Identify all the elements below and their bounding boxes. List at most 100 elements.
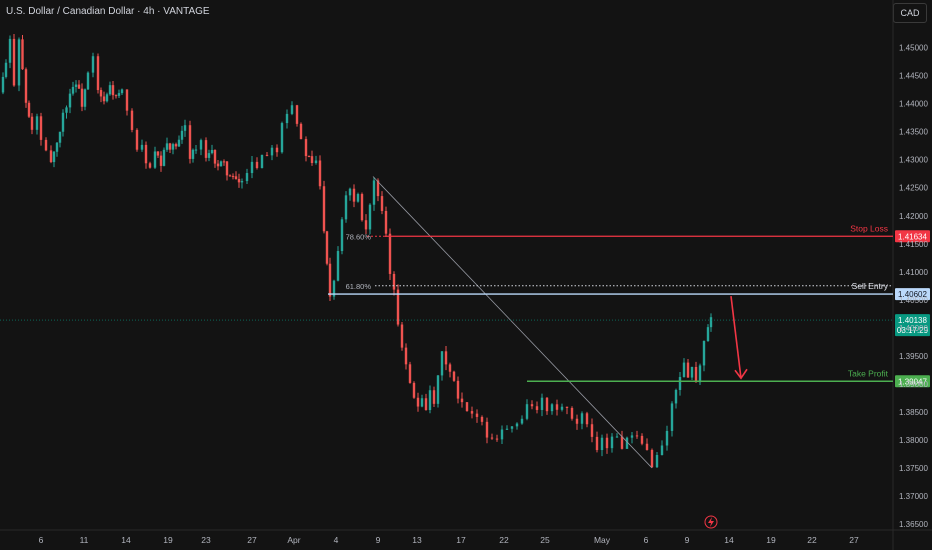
candle-body xyxy=(105,94,109,102)
x-tick-label: 25 xyxy=(540,535,550,545)
candle-body xyxy=(108,85,112,95)
candle-body xyxy=(80,88,84,107)
candle-body xyxy=(174,144,178,147)
candle-body xyxy=(348,188,352,196)
candle-body xyxy=(650,449,654,468)
candle-body xyxy=(408,364,412,383)
candle-body xyxy=(199,140,203,150)
candle-body xyxy=(432,390,436,404)
candle-body xyxy=(392,273,396,290)
sell-entry-badge-label: 1.40602 xyxy=(898,290,927,299)
candle-body xyxy=(71,86,75,94)
candle-body xyxy=(380,196,384,211)
candle-body xyxy=(452,371,456,381)
candle-body xyxy=(336,251,340,281)
x-tick-label: 6 xyxy=(39,535,44,545)
candle-body xyxy=(505,428,509,430)
candle-body xyxy=(111,85,115,96)
candle-body xyxy=(250,161,254,174)
candle-body xyxy=(96,56,100,91)
candle-body xyxy=(620,436,624,449)
candle-body xyxy=(21,39,24,70)
candle-body xyxy=(396,289,400,325)
candle-body xyxy=(640,435,644,444)
candle-body xyxy=(307,156,311,158)
candle-body xyxy=(495,438,499,440)
y-tick-label: 1.38000 xyxy=(899,436,928,445)
candle-body xyxy=(210,149,214,154)
candle-body xyxy=(83,89,87,107)
candle-body xyxy=(356,194,360,202)
candle-body xyxy=(436,375,440,404)
stop-loss-badge xyxy=(895,230,930,243)
candle-body xyxy=(310,156,314,164)
y-tick-label: 1.43000 xyxy=(899,156,928,165)
candle-body xyxy=(125,89,129,111)
candle-body xyxy=(140,144,144,150)
candle-body xyxy=(86,72,90,90)
candle-body xyxy=(655,455,659,468)
candle-body xyxy=(318,160,322,187)
candle-body xyxy=(412,382,416,398)
candle-body xyxy=(625,437,629,449)
candle-body xyxy=(490,437,494,439)
x-tick-label: May xyxy=(594,535,611,545)
x-tick-label: 13 xyxy=(412,535,422,545)
projection-arrow-head xyxy=(734,368,748,380)
stop-loss-label: Stop Loss xyxy=(850,223,888,233)
x-tick-label: Apr xyxy=(287,535,300,545)
candle-body xyxy=(645,443,649,450)
fib-618-label: 61.80% xyxy=(346,282,372,291)
x-tick-label: 11 xyxy=(80,535,89,545)
y-axis: 1.45000 1.44500 1.44000 1.43500 1.43000 1.425… xyxy=(899,44,928,529)
candle-body xyxy=(420,398,424,407)
candle-body xyxy=(480,416,484,422)
candle-body xyxy=(460,398,464,403)
candle-body xyxy=(670,403,674,431)
y-tick-label: 1.45000 xyxy=(899,44,928,53)
candle-body xyxy=(520,418,524,424)
candle-body xyxy=(237,178,241,183)
candle-body xyxy=(440,351,444,376)
candle-body xyxy=(17,39,21,86)
candle-body xyxy=(344,195,348,220)
candle-body xyxy=(35,116,39,130)
x-tick-label: 22 xyxy=(499,535,509,545)
candle-body xyxy=(191,149,195,159)
sell-entry-badge xyxy=(895,288,930,301)
candle-body xyxy=(299,123,303,140)
y-tick-label: 1.44000 xyxy=(899,100,928,109)
candle-body xyxy=(372,180,376,205)
candle-body xyxy=(540,397,544,410)
current-price-countdown: 03:17:29 xyxy=(897,326,929,335)
candle-body xyxy=(58,131,62,143)
candle-body xyxy=(600,437,604,451)
current-price-badge-label: 1.40138 xyxy=(898,316,927,325)
candle-body xyxy=(8,38,12,63)
candle-body xyxy=(565,406,569,408)
candle-body xyxy=(44,139,48,151)
candle-body xyxy=(384,210,388,234)
candle-body xyxy=(171,144,175,150)
current-price-badge xyxy=(895,314,930,337)
candle-body xyxy=(68,93,72,108)
candle-body xyxy=(159,155,163,166)
x-tick-label: 14 xyxy=(121,535,131,545)
candle-body xyxy=(500,429,504,440)
candle-body xyxy=(61,112,65,132)
candle-body xyxy=(314,160,318,164)
candle-body xyxy=(117,93,121,96)
candle-body xyxy=(444,351,448,365)
y-tick-label: 1.39000 xyxy=(899,380,928,389)
candle-body xyxy=(550,404,554,412)
lightning-icon-bolt xyxy=(708,517,714,527)
y-tick-label: 1.38500 xyxy=(899,408,928,417)
x-tick-label: 27 xyxy=(247,535,257,545)
candle-body xyxy=(510,426,514,429)
fib-786-label: 78.60% xyxy=(346,232,372,241)
candle-body xyxy=(535,406,539,410)
candle-body xyxy=(65,107,68,113)
candle-body xyxy=(55,142,59,152)
candle-body xyxy=(674,389,678,404)
